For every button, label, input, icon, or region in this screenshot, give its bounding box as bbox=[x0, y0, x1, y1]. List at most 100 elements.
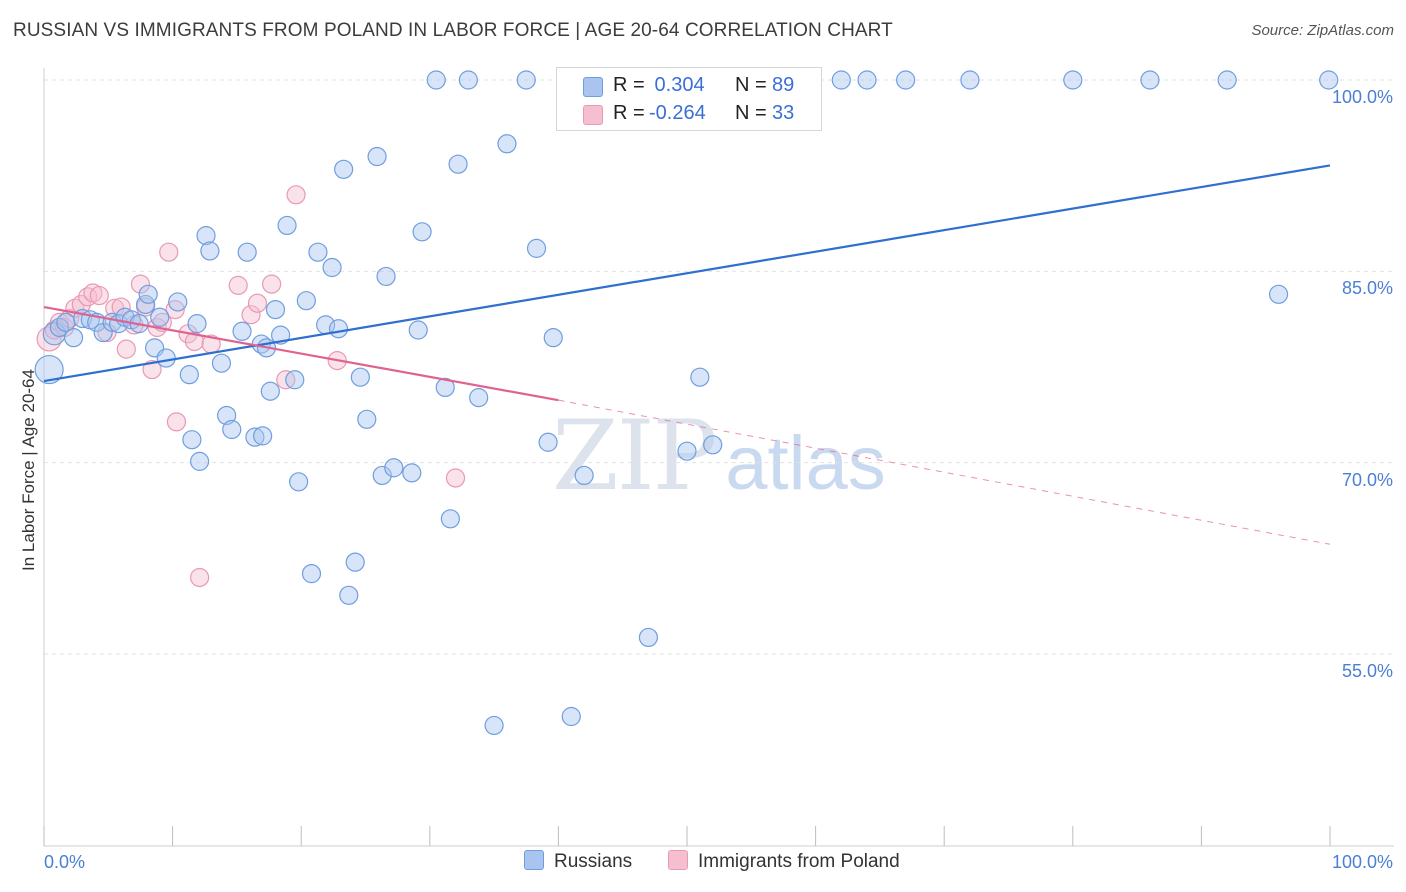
russian-point bbox=[49, 317, 70, 338]
poland-swatch bbox=[583, 105, 603, 125]
russian-point bbox=[484, 715, 504, 736]
legend-row-poland: R = -0.264 N = 33 bbox=[557, 101, 821, 129]
stats-legend: R = 0.304 N = 89 R = -0.264 N = 33 bbox=[556, 67, 822, 131]
russian-point bbox=[187, 314, 207, 334]
russian-point bbox=[372, 465, 392, 486]
r-label: R = bbox=[613, 102, 645, 124]
series-legend: Russians Immigrants from Poland bbox=[0, 850, 1406, 880]
russian-point bbox=[182, 430, 202, 450]
poland-legend-label: Immigrants from Poland bbox=[698, 851, 900, 872]
russian-point bbox=[1063, 70, 1083, 90]
russians-legend-swatch bbox=[524, 850, 544, 870]
russian-points bbox=[34, 70, 1339, 736]
poland-point bbox=[111, 297, 131, 317]
y-tick-label: 85.0% bbox=[1341, 278, 1393, 299]
n-value: 89 bbox=[772, 74, 795, 96]
russian-point bbox=[156, 348, 176, 368]
russian-point bbox=[448, 154, 468, 174]
poland-point bbox=[165, 300, 185, 320]
russian-point bbox=[574, 465, 594, 486]
russian-point bbox=[308, 242, 328, 262]
russian-point bbox=[384, 458, 404, 478]
russian-point bbox=[690, 367, 710, 387]
poland-trend-line bbox=[43, 305, 559, 402]
russian-point bbox=[260, 381, 280, 401]
russian-point bbox=[1217, 70, 1237, 90]
russian-point bbox=[138, 284, 158, 304]
russian-point bbox=[703, 435, 723, 455]
y-tick-label: 70.0% bbox=[1341, 469, 1393, 490]
russian-point bbox=[179, 365, 199, 385]
russian-point bbox=[426, 70, 446, 90]
russian-point bbox=[408, 320, 428, 340]
russian-point bbox=[63, 328, 84, 348]
poland-point bbox=[241, 305, 261, 325]
russian-point bbox=[402, 463, 422, 483]
russians-swatch bbox=[583, 77, 603, 97]
russians-trend-line bbox=[43, 164, 1331, 383]
russian-point bbox=[376, 266, 396, 287]
russian-point bbox=[150, 307, 170, 327]
russian-point bbox=[339, 585, 359, 605]
russians-legend-label: Russians bbox=[554, 851, 633, 872]
y-tick-label: 100.0% bbox=[1331, 87, 1393, 107]
poland-point bbox=[445, 468, 466, 488]
russian-point bbox=[200, 241, 220, 261]
russian-point bbox=[526, 238, 547, 258]
poland-point bbox=[130, 274, 151, 294]
poland-point bbox=[286, 185, 306, 205]
poland-point bbox=[190, 567, 210, 588]
russian-point bbox=[440, 509, 460, 529]
russian-point bbox=[196, 226, 216, 246]
russian-point bbox=[831, 70, 851, 90]
axes bbox=[43, 68, 1394, 847]
russian-point bbox=[469, 388, 489, 408]
poland-trend-extension bbox=[558, 399, 1331, 545]
gridlines bbox=[44, 79, 1394, 655]
r-value: 0.304 bbox=[649, 74, 705, 96]
poland-point bbox=[49, 312, 70, 332]
trend-lines bbox=[43, 164, 1331, 545]
poland-legend-swatch bbox=[668, 850, 688, 870]
russian-point bbox=[357, 409, 377, 429]
russian-point bbox=[34, 354, 64, 385]
watermark-zip: ZIP bbox=[552, 400, 717, 512]
n-label: N = bbox=[735, 74, 767, 96]
n-value: 33 bbox=[772, 102, 795, 124]
russian-point bbox=[190, 451, 210, 471]
russian-point bbox=[538, 432, 558, 452]
source-credit: Source: ZipAtlas.com bbox=[1251, 22, 1394, 39]
russian-point bbox=[1319, 70, 1339, 90]
russian-point bbox=[561, 706, 581, 727]
russian-point bbox=[960, 70, 980, 90]
y-axis-label: In Labor Force | Age 20-64 bbox=[19, 369, 38, 571]
chart-title: RUSSIAN VS IMMIGRANTS FROM POLAND IN LAB… bbox=[13, 20, 893, 41]
legend-item-poland[interactable]: Immigrants from Poland bbox=[668, 850, 900, 873]
russian-point bbox=[245, 427, 265, 447]
poland-point bbox=[228, 275, 248, 295]
legend-item-russians[interactable]: Russians bbox=[524, 850, 632, 873]
x-tick-label-right: 100.0% bbox=[1331, 852, 1393, 872]
russian-point bbox=[435, 377, 455, 398]
russian-point bbox=[458, 70, 478, 90]
russian-point bbox=[328, 319, 349, 339]
russian-point bbox=[516, 70, 536, 90]
russian-point bbox=[289, 472, 309, 492]
poland-point bbox=[89, 285, 109, 306]
legend-row-russians: R = 0.304 N = 89 bbox=[557, 73, 821, 101]
russian-point bbox=[168, 292, 188, 312]
russian-point bbox=[1268, 284, 1289, 304]
watermark-atlas: atlas bbox=[725, 421, 886, 506]
poland-point bbox=[142, 359, 162, 380]
russian-point bbox=[497, 134, 517, 154]
r-label: R = bbox=[613, 74, 645, 96]
poland-point bbox=[166, 412, 187, 432]
russian-point bbox=[638, 627, 659, 648]
russian-point bbox=[296, 291, 316, 311]
russian-point bbox=[301, 564, 322, 584]
russian-point bbox=[211, 353, 232, 373]
russian-point bbox=[896, 70, 916, 90]
russian-point bbox=[1140, 70, 1160, 90]
russian-point bbox=[350, 367, 370, 387]
